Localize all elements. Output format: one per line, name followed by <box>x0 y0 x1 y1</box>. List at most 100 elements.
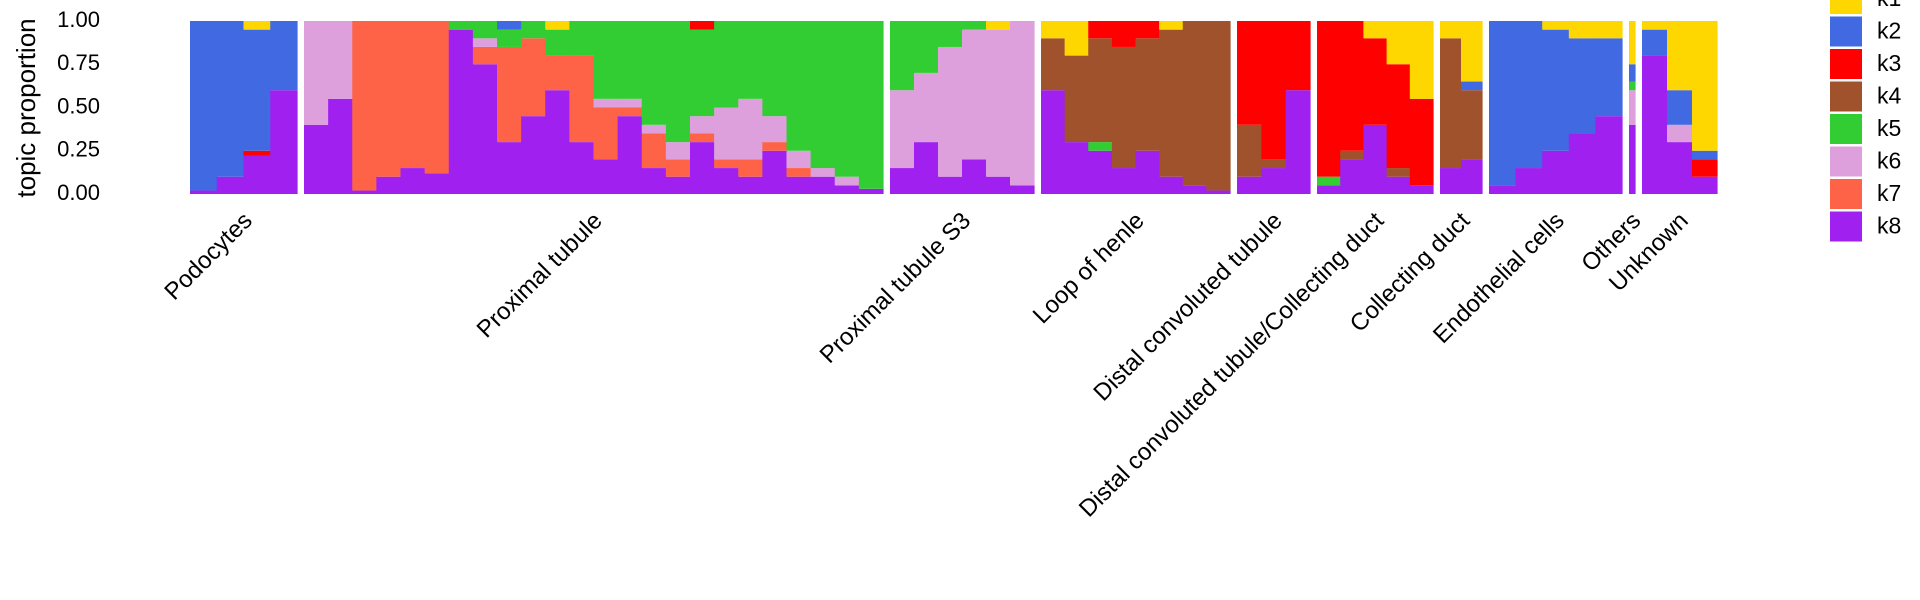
topic-segment <box>810 168 836 177</box>
topic-segment <box>1317 185 1341 194</box>
cell-group <box>1041 21 1231 194</box>
topic-segment <box>304 21 329 125</box>
topic-segment <box>472 21 498 39</box>
cell-group <box>190 21 298 194</box>
topic-segment <box>569 142 595 194</box>
y-tick-label: 0.50 <box>57 93 100 118</box>
topic-segment <box>1135 150 1160 194</box>
cell-group <box>1440 21 1483 194</box>
topic-segment <box>962 29 987 160</box>
topic-segment <box>270 90 298 194</box>
topic-segment <box>641 124 667 134</box>
topic-segment <box>962 159 987 194</box>
topic-segment <box>1461 21 1483 82</box>
topic-segment <box>521 21 546 39</box>
topic-segment <box>1489 185 1517 194</box>
topic-segment <box>890 90 915 169</box>
topic-segment <box>400 21 426 169</box>
topic-segment <box>786 168 812 177</box>
topic-segment <box>914 142 939 194</box>
topic-segment <box>448 29 474 195</box>
legend-label: k7 <box>1877 180 1901 206</box>
topic-segment <box>472 38 498 47</box>
cell-group <box>1237 21 1311 194</box>
cell-group <box>1642 21 1718 194</box>
topic-segment <box>786 21 812 151</box>
topic-segment <box>714 21 739 108</box>
topic-segment <box>938 46 963 177</box>
topic-segment <box>1409 185 1434 194</box>
topic-segment <box>1386 168 1411 177</box>
y-tick-label: 0.25 <box>57 137 100 162</box>
topic-segment <box>1440 168 1462 194</box>
group-label: Proximal tubule <box>472 207 608 343</box>
topic-segment <box>665 21 691 143</box>
topic-segment <box>472 64 498 194</box>
topic-segment <box>834 176 860 186</box>
y-axis-label: topic proportion <box>11 18 41 197</box>
topic-segment <box>1595 21 1623 39</box>
topic-segment <box>762 116 788 143</box>
legend-label: k1 <box>1877 0 1901 11</box>
topic-segment <box>690 133 715 143</box>
topic-segment <box>497 21 522 30</box>
topic-segment <box>1515 21 1543 169</box>
topic-segment <box>641 168 667 194</box>
topic-segment <box>858 188 884 194</box>
topic-segment <box>1568 21 1596 39</box>
topic-segment <box>786 150 812 169</box>
topic-segment <box>328 21 353 99</box>
topic-segment <box>216 21 245 177</box>
topic-segment <box>497 46 522 143</box>
topic-segment <box>1111 46 1137 169</box>
topic-segment <box>216 176 245 194</box>
topic-segment <box>690 29 715 117</box>
topic-segment <box>1135 38 1160 151</box>
legend-swatch <box>1830 81 1862 112</box>
topic-segment <box>545 29 570 56</box>
topic-segment <box>1064 142 1089 194</box>
topic-segment <box>1542 29 1570 151</box>
topic-segment <box>738 98 763 160</box>
y-tick-label: 0.00 <box>57 180 100 205</box>
topic-segment <box>521 116 546 194</box>
topic-segment <box>762 150 788 194</box>
topic-segment <box>1261 21 1287 160</box>
topic-segment <box>1386 176 1411 194</box>
topic-segment <box>890 168 915 194</box>
topic-segment <box>1041 38 1066 91</box>
topic-segment <box>1363 38 1388 125</box>
topic-segment <box>714 168 739 194</box>
topic-segment <box>1386 64 1411 169</box>
topic-segment <box>352 21 377 191</box>
topic-segment <box>1642 29 1668 56</box>
legend-swatch <box>1830 49 1862 79</box>
legend-swatch <box>1830 114 1862 144</box>
topic-segment <box>665 176 691 194</box>
topic-segment <box>617 21 643 99</box>
topic-segment <box>1111 21 1137 47</box>
topic-segment <box>641 133 667 169</box>
topic-segment <box>914 21 939 73</box>
topic-segment <box>497 29 522 47</box>
topic-segment <box>1542 150 1570 194</box>
legend-label: k4 <box>1877 83 1902 109</box>
topic-segment <box>641 21 667 125</box>
topic-segment <box>986 176 1011 194</box>
topic-segment <box>424 21 450 174</box>
legend-label: k8 <box>1877 213 1901 239</box>
topic-segment <box>270 21 298 91</box>
topic-segment <box>376 176 402 194</box>
topic-segment <box>521 38 546 117</box>
legend-swatch <box>1830 179 1862 209</box>
topic-segment <box>1182 21 1207 186</box>
legend-label: k3 <box>1877 50 1901 76</box>
topic-segment <box>914 72 939 143</box>
group-label: Loop of henle <box>1028 207 1150 329</box>
topic-segment <box>190 190 218 194</box>
topic-segment <box>243 21 271 30</box>
topic-segment <box>1111 168 1137 194</box>
topic-segment <box>1629 124 1636 194</box>
topic-segment <box>665 159 691 177</box>
